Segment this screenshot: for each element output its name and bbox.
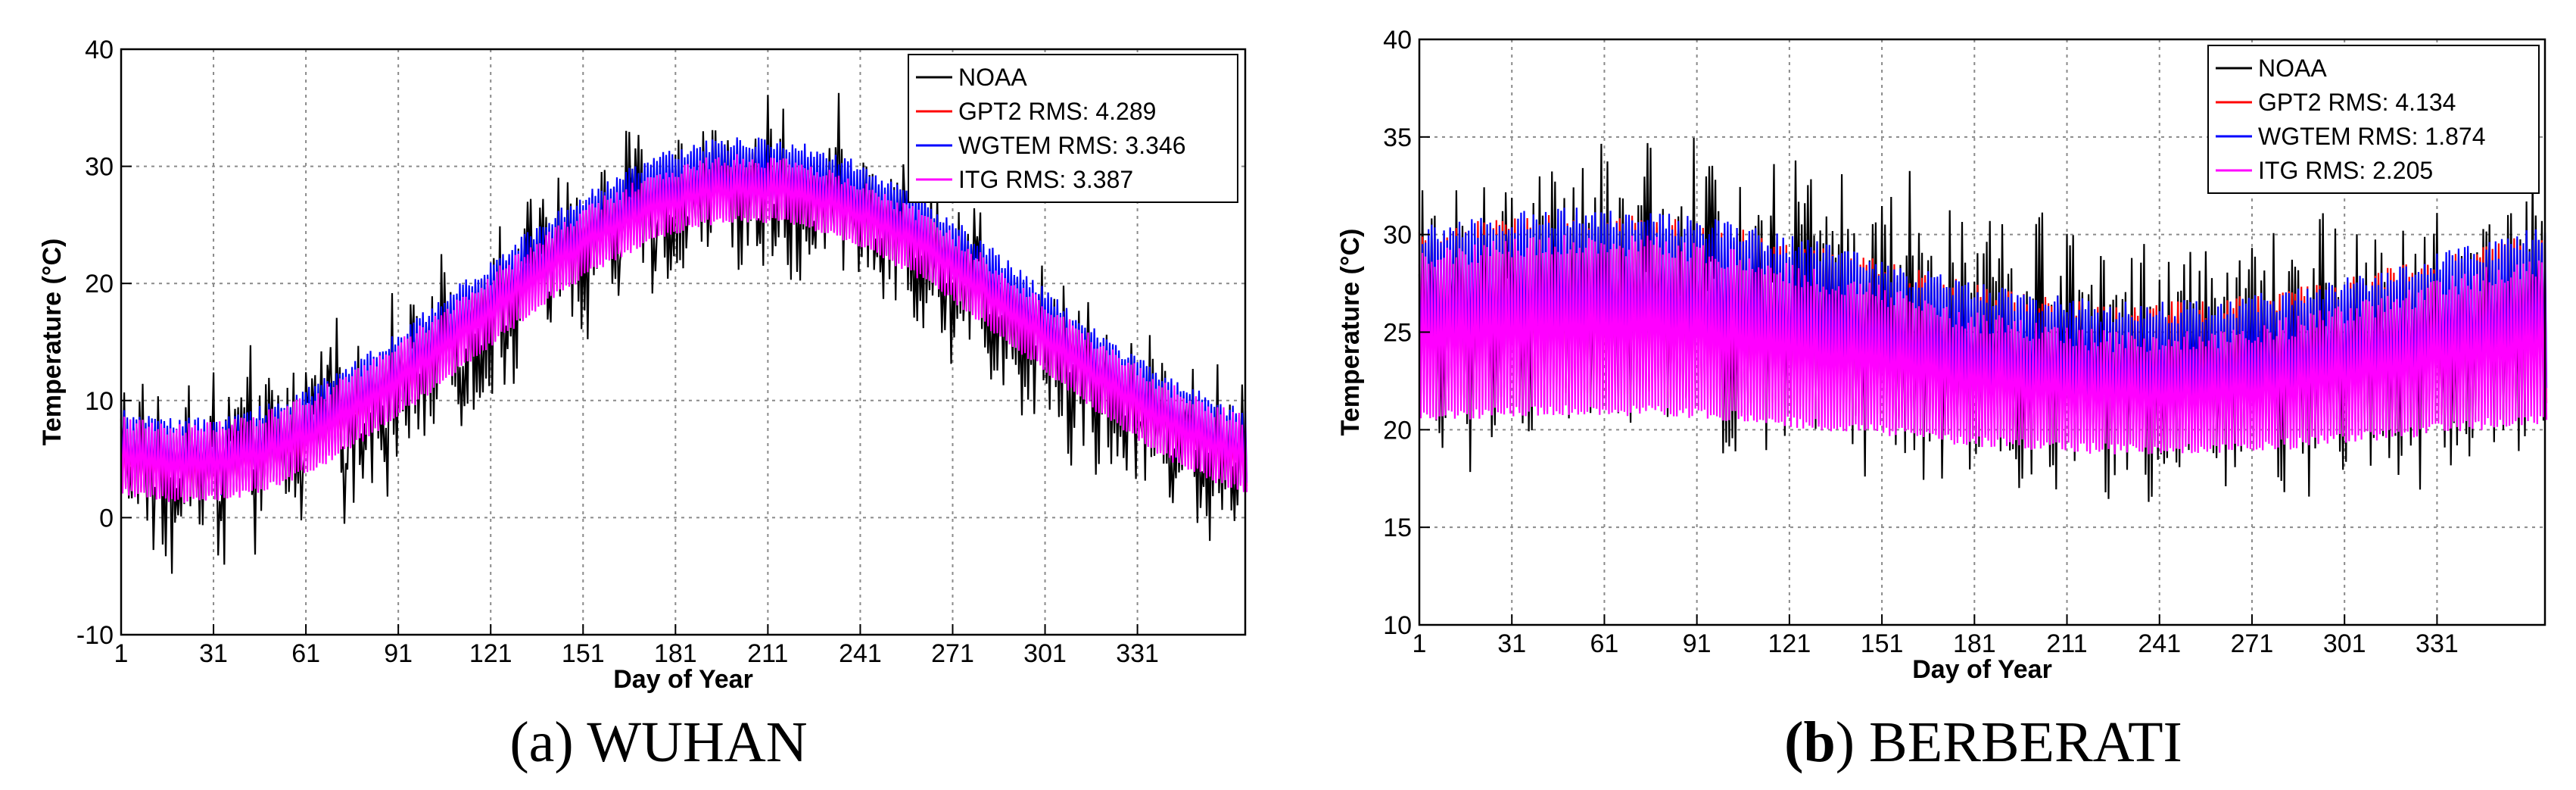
y-tick-label: 40 — [1383, 26, 1412, 55]
y-tick-label: 30 — [1383, 221, 1412, 250]
x-tick-label: 241 — [839, 639, 882, 668]
legend-entry: GPT2 RMS: 4.134 — [2258, 89, 2456, 116]
series-line-itg — [120, 154, 1248, 503]
x-tick-label: 31 — [1497, 629, 1526, 658]
x-tick-label: 331 — [2416, 629, 2459, 658]
y-tick-label: 30 — [85, 153, 114, 182]
legend-entry: ITG RMS: 2.205 — [2258, 157, 2433, 184]
series-line-itg — [1418, 235, 2548, 454]
legend-entry: NOAA — [958, 64, 1027, 91]
x-tick-label: 91 — [384, 639, 413, 668]
caption-paren-close: ) — [1836, 710, 1855, 774]
caption-station-name: WUHAN — [574, 710, 808, 774]
x-tick-label: 91 — [1683, 629, 1712, 658]
x-tick-label: 121 — [469, 639, 512, 668]
x-tick-label: 211 — [2046, 629, 2087, 658]
y-tick-label: 25 — [1383, 319, 1412, 348]
y-tick-label: 10 — [85, 387, 114, 416]
chart-panel-berberati: 1 31 61 91 121 151 181 211 241 271 301 331 10 15 20 25 3… — [1336, 26, 2548, 774]
x-tick-label: 151 — [1861, 629, 1904, 658]
x-tick-label: 181 — [1953, 629, 1996, 658]
legend-entry: WGTEM RMS: 1.874 — [2258, 123, 2486, 150]
x-axis-label: Day of Year — [613, 665, 753, 694]
y-axis-label: Temperature (°C) — [38, 239, 67, 446]
x-tick-label: 121 — [1768, 629, 1811, 658]
x-tick-label: 1 — [114, 639, 129, 668]
legend-entry: GPT2 RMS: 4.289 — [958, 98, 1156, 125]
legend-box — [908, 54, 1238, 203]
caption-letter: (b) — [1784, 710, 1855, 774]
x-tick-label: 271 — [2231, 629, 2274, 658]
x-tick-label: 1 — [1413, 629, 1427, 658]
chart-panel-wuhan: 1 31 61 91 121 151 181 211 241 271 301 331 -10 0 10 20 3… — [38, 36, 1248, 774]
legend: NOAA GPT2 RMS: 4.134 WGTEM RMS: 1.874 ITG R… — [2207, 45, 2540, 194]
legend-entry: ITG RMS: 3.387 — [958, 166, 1133, 193]
x-tick-label: 151 — [562, 639, 605, 668]
y-tick-label: 15 — [1383, 514, 1412, 542]
plot-frame — [120, 48, 1247, 636]
y-tick-label: 20 — [85, 270, 114, 298]
y-tick-label: 10 — [1383, 611, 1412, 640]
panel-caption: (a) WUHAN — [509, 710, 807, 774]
x-tick-label: 61 — [1590, 629, 1619, 658]
y-tick-label: 35 — [1383, 123, 1412, 152]
x-tick-label: 31 — [199, 639, 228, 668]
y-axis-label: Temperature (°C) — [1336, 229, 1365, 436]
caption-station-name: BERBERATI — [1855, 710, 2182, 774]
x-tick-label: 241 — [2138, 629, 2181, 658]
legend-box — [2207, 45, 2540, 194]
x-tick-label: 301 — [2323, 629, 2366, 658]
x-tick-label: 61 — [291, 639, 320, 668]
legend-entry: NOAA — [2258, 55, 2327, 82]
y-tick-label: -10 — [76, 621, 114, 650]
legend: NOAA GPT2 RMS: 4.289 WGTEM RMS: 3.346 ITG R… — [908, 54, 1238, 203]
caption-paren-open: ( — [1784, 710, 1803, 774]
x-tick-label: 181 — [654, 639, 697, 668]
legend-entry: WGTEM RMS: 3.346 — [958, 132, 1186, 159]
x-axis-label: Day of Year — [1912, 655, 2052, 684]
x-tick-label: 301 — [1023, 639, 1067, 668]
y-tick-label: 40 — [85, 36, 114, 64]
panel-caption: (b) BERBERATI — [1784, 710, 2182, 774]
x-tick-label: 331 — [1116, 639, 1159, 668]
x-tick-label: 211 — [747, 639, 788, 668]
caption-letter: (a) — [509, 710, 573, 774]
caption-letter-bold: b — [1803, 710, 1835, 774]
y-tick-label: 0 — [99, 504, 114, 532]
y-tick-label: 20 — [1383, 416, 1412, 445]
x-tick-label: 271 — [931, 639, 974, 668]
